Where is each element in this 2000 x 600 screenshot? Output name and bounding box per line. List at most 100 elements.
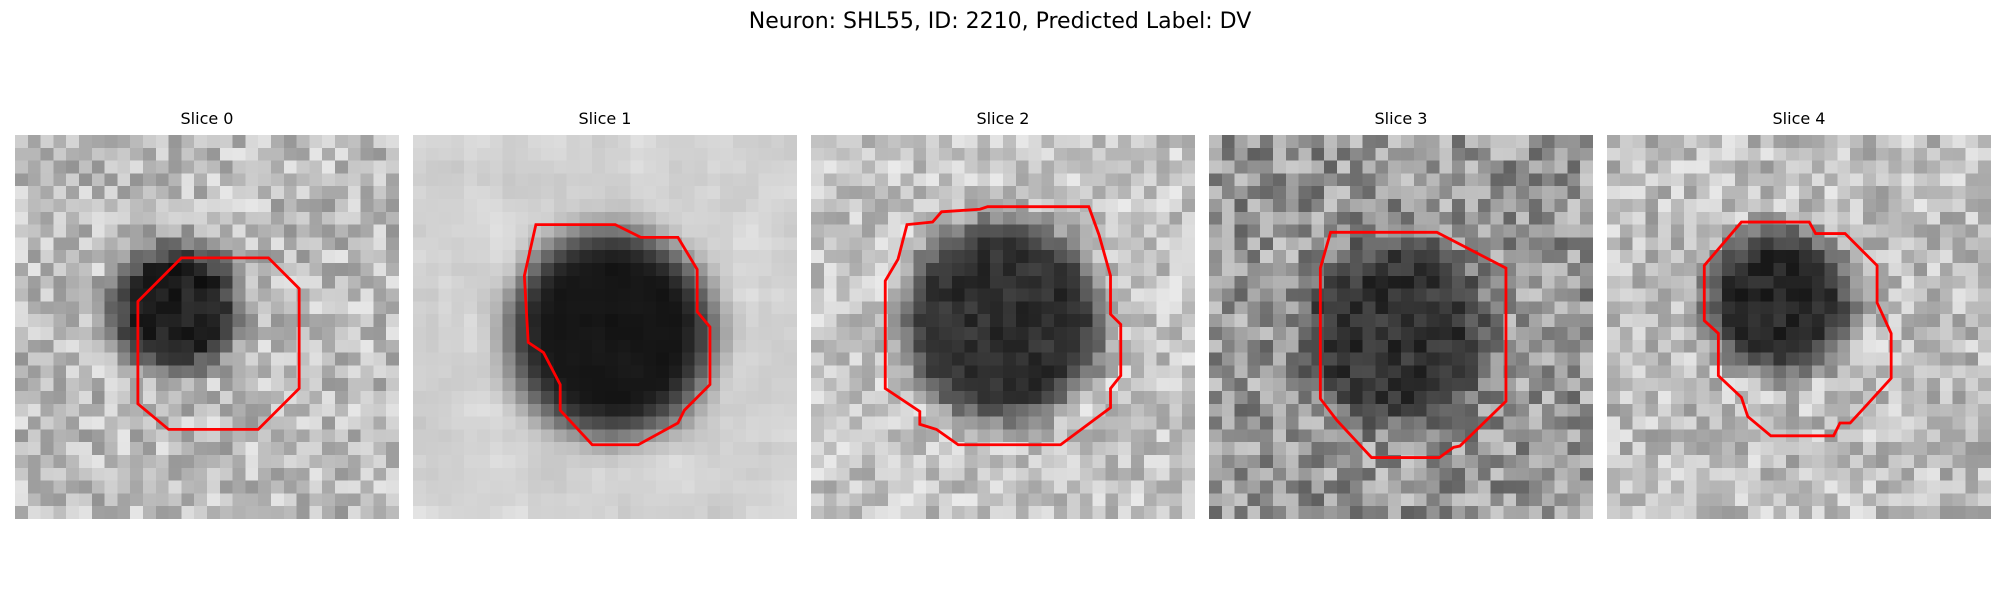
pixel <box>1452 506 1466 519</box>
pixel <box>168 378 182 392</box>
pixel <box>656 327 670 341</box>
pixel <box>1965 288 1979 302</box>
pixel <box>990 455 1004 469</box>
pixel <box>1337 365 1351 379</box>
pixel <box>296 211 310 225</box>
pixel <box>1837 378 1851 392</box>
pixel-grid-3 <box>1209 135 1593 519</box>
pixel <box>451 455 465 469</box>
pixel <box>900 352 914 366</box>
pixel <box>464 275 478 289</box>
pixel <box>862 403 876 417</box>
pixel <box>1927 263 1941 277</box>
pixel <box>771 455 785 469</box>
pixel <box>900 135 914 149</box>
pixel <box>875 493 889 507</box>
pixel <box>283 211 297 225</box>
pixel <box>1311 327 1325 341</box>
pixel <box>1671 301 1685 315</box>
pixel <box>117 135 131 149</box>
pixel <box>1799 327 1813 341</box>
pixel <box>617 147 631 161</box>
pixel <box>1952 135 1966 149</box>
pixel <box>1978 263 1991 277</box>
pixel <box>1696 186 1710 200</box>
pixel <box>53 186 67 200</box>
pixel <box>1645 416 1659 430</box>
pixel <box>913 186 927 200</box>
pixel <box>630 467 644 481</box>
pixel <box>1426 391 1440 405</box>
pixel <box>823 250 837 264</box>
pixel <box>1388 429 1402 443</box>
pixel <box>386 352 399 366</box>
pixel <box>1221 429 1235 443</box>
pixel <box>1298 442 1312 456</box>
pixel <box>360 186 374 200</box>
pixel <box>862 301 876 315</box>
pixel <box>1927 288 1941 302</box>
pixel <box>951 288 965 302</box>
pixel <box>964 506 978 519</box>
pixel <box>1607 429 1621 443</box>
pixel <box>1978 442 1991 456</box>
pixel <box>283 263 297 277</box>
pixel <box>1786 263 1800 277</box>
pixel <box>1003 211 1017 225</box>
pixel <box>40 301 54 315</box>
pixel <box>1221 211 1235 225</box>
pixel <box>771 327 785 341</box>
pixel <box>489 467 503 481</box>
pixel <box>1234 442 1248 456</box>
pixel <box>720 480 734 494</box>
pixel <box>1671 160 1685 174</box>
pixel <box>1388 173 1402 187</box>
pixel <box>1401 378 1415 392</box>
pixel <box>1349 327 1363 341</box>
pixel <box>1914 365 1928 379</box>
pixel <box>1837 186 1851 200</box>
pixel <box>1875 403 1889 417</box>
pixel <box>1337 467 1351 481</box>
pixel <box>1735 416 1749 430</box>
pixel <box>245 263 259 277</box>
pixel <box>258 493 272 507</box>
pixel <box>951 173 965 187</box>
pixel <box>1760 391 1774 405</box>
pixel <box>181 224 195 238</box>
pixel <box>1965 339 1979 353</box>
pixel <box>630 352 644 366</box>
pixel <box>1683 199 1697 213</box>
pixel <box>1837 173 1851 187</box>
pixel <box>617 339 631 353</box>
pixel <box>283 378 297 392</box>
pixel <box>53 211 67 225</box>
pixel <box>283 365 297 379</box>
pixel <box>1298 301 1312 315</box>
pixel <box>1477 352 1491 366</box>
pixel <box>104 173 118 187</box>
pixel <box>1182 455 1195 469</box>
pixel <box>1607 147 1621 161</box>
pixel <box>836 288 850 302</box>
pixel <box>1349 467 1363 481</box>
pixel <box>1015 250 1029 264</box>
pixel <box>1247 480 1261 494</box>
pixel <box>862 275 876 289</box>
pixel <box>413 442 427 456</box>
pixel <box>322 365 336 379</box>
pixel <box>784 250 797 264</box>
pixel <box>451 442 465 456</box>
pixel <box>104 250 118 264</box>
pixel <box>155 403 169 417</box>
pixel <box>1503 442 1517 456</box>
pixel <box>335 455 349 469</box>
pixel <box>1041 429 1055 443</box>
pixel <box>1927 467 1941 481</box>
pixel <box>990 160 1004 174</box>
pixel <box>1837 467 1851 481</box>
pixel <box>913 237 927 251</box>
pixel <box>155 135 169 149</box>
pixel <box>1824 275 1838 289</box>
pixel <box>438 506 452 519</box>
